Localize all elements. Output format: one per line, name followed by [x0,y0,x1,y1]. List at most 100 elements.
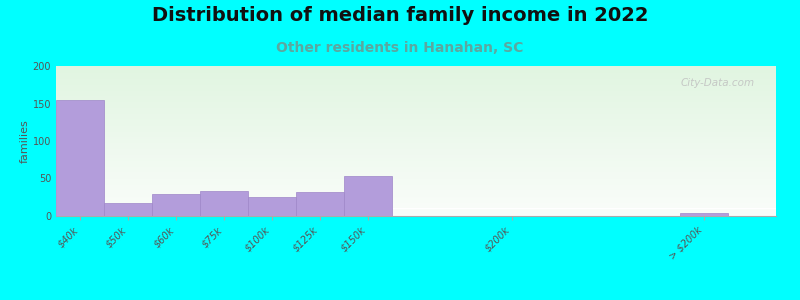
Bar [56,185,776,186]
Bar [56,204,776,205]
Bar [56,77,776,78]
Bar [56,158,776,159]
Bar [680,213,728,216]
Bar [56,209,776,210]
Bar [56,177,776,178]
Bar [56,97,776,98]
Bar [56,189,776,190]
Bar [56,72,776,73]
Bar [56,107,776,108]
Bar [56,202,776,203]
Bar [104,203,152,216]
Bar [56,68,776,69]
Bar [56,88,776,89]
Bar [56,180,776,181]
Text: Distribution of median family income in 2022: Distribution of median family income in … [152,6,648,25]
Bar [56,169,776,170]
Bar [56,111,776,112]
Bar [56,190,776,191]
Bar [56,192,776,193]
Bar [56,70,776,71]
Bar [56,117,776,118]
Bar [56,141,776,142]
Bar [56,96,776,97]
Bar [56,161,776,162]
Bar [56,66,776,67]
Bar [56,172,776,173]
Y-axis label: families: families [20,119,30,163]
Bar [56,81,776,82]
Bar [56,178,776,179]
Bar [56,155,776,156]
Bar [56,201,776,202]
Bar [56,170,776,171]
Bar [56,114,776,115]
Bar [200,191,248,216]
Bar [56,142,776,143]
Bar [56,202,776,203]
Bar [56,122,776,123]
Bar [56,174,776,175]
Bar [56,166,776,167]
Bar [56,103,776,104]
Bar [56,182,776,183]
Bar [56,115,776,116]
Bar [56,105,776,106]
Bar [56,78,776,79]
Bar [56,163,776,164]
Bar [56,121,776,122]
Bar [56,206,776,207]
Bar [56,106,776,107]
Bar [56,100,776,101]
Bar [56,119,776,120]
Bar [56,87,776,88]
Bar [56,157,776,158]
Bar [56,69,776,70]
Bar [56,109,776,110]
Bar [56,102,776,103]
Bar [56,100,776,101]
Bar [56,199,776,200]
Bar [56,100,104,216]
Bar [56,215,776,216]
Bar [56,156,776,157]
Bar [56,140,776,141]
Bar [56,112,776,113]
Bar [56,76,776,77]
Bar [56,203,776,204]
Bar [56,79,776,80]
Bar [56,127,776,128]
Bar [56,193,776,194]
Bar [56,154,776,155]
Bar [56,101,776,102]
Bar [56,144,776,145]
Bar [56,85,776,86]
Bar [296,192,344,216]
Bar [56,213,776,214]
Bar [56,168,776,169]
Bar [56,152,776,153]
Bar [56,91,776,92]
Bar [56,123,776,124]
Bar [56,167,776,168]
Bar [56,134,776,135]
Bar [56,149,776,150]
Bar [248,197,296,216]
Bar [56,104,776,105]
Bar [56,207,776,208]
Bar [56,99,776,100]
Bar [56,148,776,149]
Bar [56,85,776,86]
Bar [56,173,776,174]
Text: City-Data.com: City-Data.com [680,78,754,88]
Bar [56,198,776,199]
Bar [56,118,776,119]
Bar [56,196,776,197]
Bar [56,130,776,131]
Bar [56,108,776,109]
Bar [56,73,776,74]
Bar [56,94,776,95]
Bar [56,191,776,192]
Text: Other residents in Hanahan, SC: Other residents in Hanahan, SC [276,40,524,55]
Bar [56,83,776,84]
